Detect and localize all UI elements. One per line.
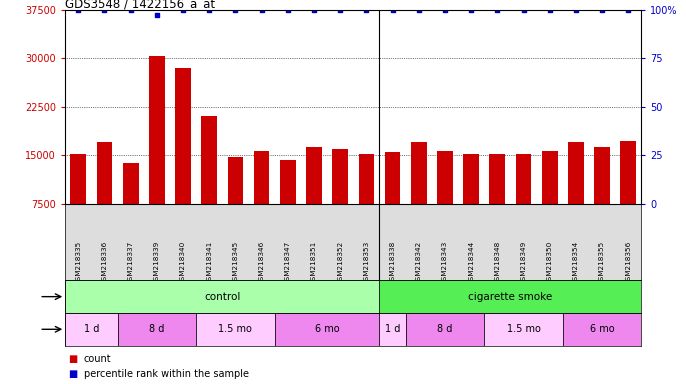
Bar — [117, 313, 196, 346]
Text: 8 d: 8 d — [149, 324, 165, 334]
Bar — [274, 313, 379, 346]
Bar — [484, 313, 563, 346]
Bar — [97, 142, 113, 252]
Bar — [568, 142, 584, 252]
Bar — [542, 151, 558, 252]
Bar — [405, 313, 484, 346]
Bar — [385, 152, 401, 252]
Point — [387, 7, 398, 13]
Bar — [71, 154, 86, 252]
Bar — [359, 154, 375, 252]
Text: ■: ■ — [69, 369, 78, 379]
Point — [623, 7, 634, 13]
Bar — [379, 313, 405, 346]
Point — [571, 7, 582, 13]
Bar — [594, 147, 610, 252]
Text: control: control — [204, 291, 241, 302]
Bar — [123, 163, 139, 252]
Point — [99, 7, 110, 13]
Text: 8 d: 8 d — [437, 324, 453, 334]
Bar — [202, 116, 217, 252]
Bar — [490, 154, 505, 252]
Point — [230, 7, 241, 13]
Point — [361, 7, 372, 13]
Point — [413, 7, 424, 13]
Text: 1.5 mo: 1.5 mo — [218, 324, 252, 334]
Point — [335, 7, 346, 13]
Bar — [254, 151, 270, 252]
Bar — [65, 280, 379, 313]
Bar — [332, 149, 348, 252]
Text: count: count — [84, 354, 111, 364]
Text: ■: ■ — [69, 354, 78, 364]
Text: 6 mo: 6 mo — [590, 324, 615, 334]
Bar — [379, 280, 641, 313]
Point — [283, 7, 294, 13]
Text: 1 d: 1 d — [385, 324, 400, 334]
Point — [544, 7, 555, 13]
Point — [73, 7, 84, 13]
Point — [597, 7, 608, 13]
Point — [256, 7, 267, 13]
Text: percentile rank within the sample: percentile rank within the sample — [84, 369, 249, 379]
Point — [492, 7, 503, 13]
Bar — [280, 160, 296, 252]
Bar — [65, 313, 117, 346]
Point — [440, 7, 451, 13]
Point — [152, 12, 163, 18]
Point — [125, 7, 136, 13]
Bar — [463, 154, 479, 252]
Bar — [175, 68, 191, 252]
Point — [518, 7, 529, 13]
Text: GDS3548 / 1422156_a_at: GDS3548 / 1422156_a_at — [65, 0, 215, 10]
Text: 6 mo: 6 mo — [315, 324, 340, 334]
Bar — [306, 147, 322, 252]
Bar — [563, 313, 641, 346]
Text: 1.5 mo: 1.5 mo — [506, 324, 541, 334]
Point — [204, 7, 215, 13]
Bar — [228, 157, 244, 252]
Bar — [437, 151, 453, 252]
Bar — [411, 142, 427, 252]
Bar — [620, 141, 636, 252]
Point — [178, 7, 189, 13]
Point — [466, 7, 477, 13]
Bar — [196, 313, 274, 346]
Text: cigarette smoke: cigarette smoke — [469, 291, 552, 302]
Bar — [149, 56, 165, 252]
Point — [309, 7, 320, 13]
Bar — [516, 154, 532, 252]
Text: 1 d: 1 d — [84, 324, 99, 334]
